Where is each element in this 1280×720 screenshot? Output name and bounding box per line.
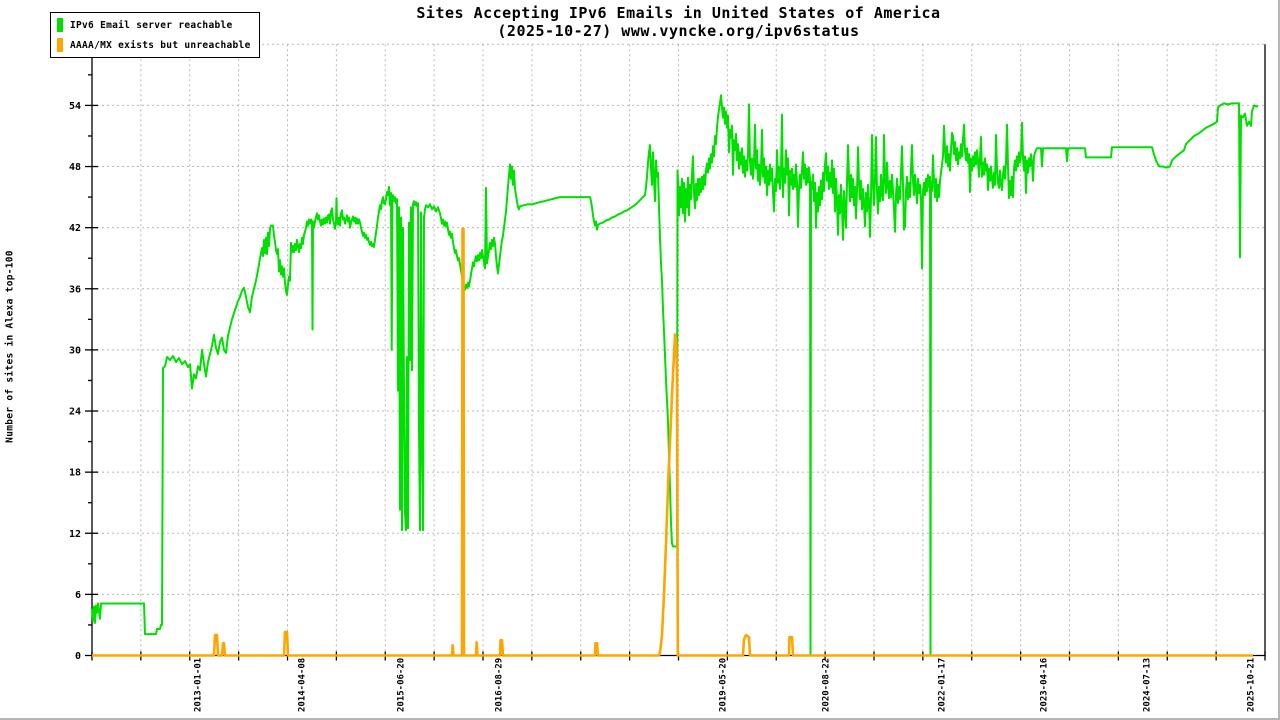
svg-text:2020-08-22: 2020-08-22 [822, 658, 832, 712]
svg-text:48: 48 [69, 162, 81, 173]
legend-label-unreachable: AAAA/MX exists but unreachable [70, 39, 251, 51]
green-line-swatch-icon [57, 18, 63, 32]
svg-text:36: 36 [69, 284, 81, 295]
svg-text:12: 12 [69, 529, 81, 540]
svg-text:42: 42 [69, 223, 81, 234]
series-aaaa-unreachable [92, 227, 1253, 657]
svg-text:2019-05-20: 2019-05-20 [719, 658, 729, 712]
svg-text:18: 18 [69, 468, 81, 479]
chart-title: Sites Accepting IPv6 Emails in United St… [92, 4, 1265, 40]
legend-label-reachable: IPv6 Email server reachable [70, 19, 233, 31]
svg-text:2015-06-20: 2015-06-20 [397, 658, 407, 712]
svg-text:24: 24 [69, 407, 81, 418]
series-ipv6-reachable [91, 94, 1258, 657]
svg-text:2024-07-13: 2024-07-13 [1143, 658, 1153, 712]
svg-text:0: 0 [75, 651, 81, 662]
y-tick-labels: 06121824303642485460 [69, 40, 81, 662]
svg-text:2023-04-16: 2023-04-16 [1040, 658, 1050, 712]
x-tick-labels: 2013-01-01 2014-04-08 2015-06-20 2016-08-29… [194, 658, 1257, 712]
chart-title-line1: Sites Accepting IPv6 Emails in United St… [416, 4, 941, 22]
legend-item-reachable: IPv6 Email server reachable [57, 16, 251, 34]
svg-text:2016-08-29: 2016-08-29 [495, 658, 505, 712]
chart-title-line2: (2025-10-27) www.vyncke.org/ipv6status [497, 22, 860, 40]
svg-text:54: 54 [69, 101, 81, 112]
svg-text:6: 6 [75, 590, 81, 601]
svg-text:2025-10-21: 2025-10-21 [1247, 658, 1257, 712]
svg-text:2013-01-01: 2013-01-01 [194, 658, 204, 712]
svg-text:30: 30 [69, 345, 81, 356]
orange-line-swatch-icon [57, 38, 63, 52]
legend-item-unreachable: AAAA/MX exists but unreachable [57, 36, 251, 54]
legend: IPv6 Email server reachable AAAA/MX exis… [50, 12, 260, 58]
svg-text:2022-01-17: 2022-01-17 [938, 658, 948, 712]
svg-text:2014-04-08: 2014-04-08 [298, 658, 308, 712]
